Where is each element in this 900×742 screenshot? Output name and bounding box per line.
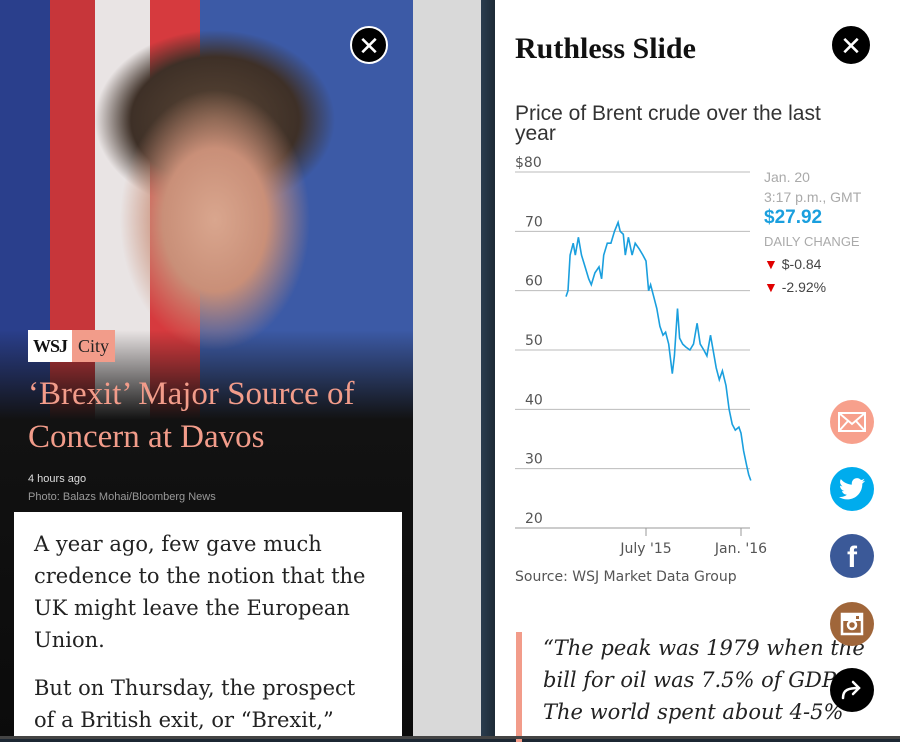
change-abs: ▼ $-0.84 [764,256,821,272]
email-share-button[interactable] [830,400,874,444]
card-title: Ruthless Slide [515,32,696,65]
article-body: A year ago, few gave much credence to th… [14,512,402,739]
share-arrow-icon [841,680,861,700]
paragraph: But on Thursday, the prospect of a Briti… [34,676,356,732]
chart-title: Price of Brent crude over the last year [515,102,821,145]
timestamp: 4 hours ago [28,473,87,485]
quote-line: “The peak was 1979 when the [543,636,865,660]
daily-change-label: DAILY CHANGE [764,234,860,249]
pull-quote: “The peak was 1979 when the bill for oil… [543,632,883,728]
callout-time: 3:17 p.m., GMT [764,189,862,205]
close-icon[interactable]: ✕ [350,26,388,64]
facebook-share-button[interactable]: f [830,534,874,578]
photo-credit: Photo: Balazs Mohai/Bloomberg News [28,491,216,503]
background-gap [413,0,495,739]
window-bottom-edge [0,736,900,739]
facebook-icon: f [847,541,857,574]
wsj-city-logo: WSJ City [28,330,116,362]
change-pct: ▼ -2.92% [764,279,826,295]
quote-bar [516,632,522,742]
twitter-share-button[interactable] [830,467,874,511]
callout-date: Jan. 20 [764,169,810,185]
change-pct-value: -2.92% [781,279,827,295]
article-card[interactable]: ✕ WSJ City ‘Brexit’ Major Source of Conc… [0,0,413,739]
share-button[interactable] [830,668,874,712]
section-label: City [72,330,116,362]
callout-price: $27.92 [764,207,823,228]
instagram-icon [840,612,864,636]
instagram-share-button[interactable] [830,602,874,646]
down-arrow-icon: ▼ [764,279,778,295]
twitter-icon [839,478,865,500]
wsj-logo-text: WSJ [28,330,73,362]
mail-icon [838,412,866,432]
paragraph: A year ago, few gave much credence to th… [34,532,366,652]
change-abs-value: $-0.84 [781,256,822,272]
article-headline[interactable]: ‘Brexit’ Major Source of Concern at Davo… [28,376,355,455]
quote-line: bill for oil was 7.5% of GDP. [543,668,839,692]
close-icon[interactable]: ✕ [832,26,870,64]
quote-line: The world spent about 4-5% [543,700,844,724]
down-arrow-icon: ▼ [764,256,778,272]
chart-card: Ruthless Slide ✕ Price of Brent crude ov… [495,0,900,736]
